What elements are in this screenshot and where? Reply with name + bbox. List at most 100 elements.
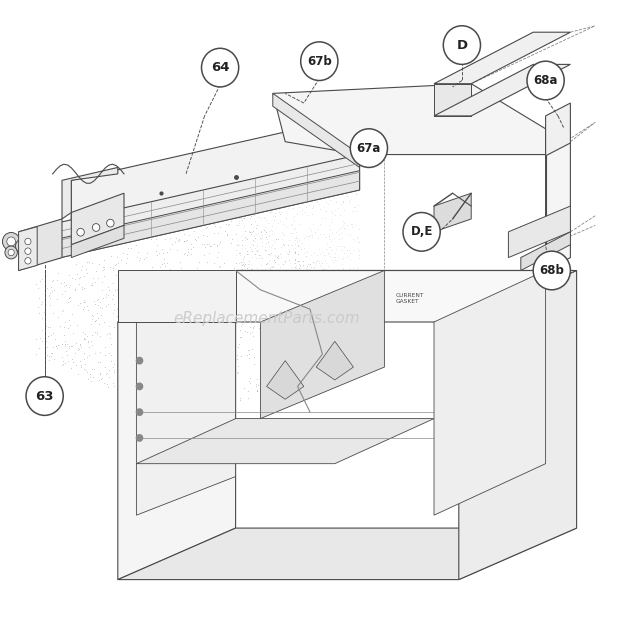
Point [79, 283, 89, 293]
Point [142, 307, 152, 317]
Point [81, 263, 91, 274]
Point [290, 242, 300, 252]
Point [226, 271, 236, 281]
Point [245, 378, 255, 388]
Point [264, 319, 274, 330]
Point [351, 187, 361, 198]
Point [186, 244, 196, 254]
Circle shape [527, 61, 564, 100]
Point [141, 278, 151, 289]
Point [277, 227, 286, 238]
Point [283, 180, 293, 190]
Point [329, 361, 339, 371]
Point [138, 368, 148, 379]
Point [292, 320, 302, 330]
Point [270, 249, 280, 260]
Point [337, 355, 347, 365]
Point [270, 243, 280, 253]
Point [239, 257, 249, 267]
Point [339, 196, 348, 206]
Point [326, 181, 336, 191]
Point [315, 220, 325, 230]
Point [134, 297, 144, 307]
Point [175, 370, 185, 380]
Point [109, 367, 119, 377]
Point [316, 359, 326, 370]
Point [258, 201, 268, 211]
Point [241, 281, 250, 292]
Point [305, 367, 315, 377]
Point [86, 319, 96, 329]
Point [247, 227, 257, 238]
Point [290, 254, 299, 265]
Point [138, 371, 148, 381]
Point [260, 189, 270, 200]
Point [166, 263, 175, 274]
Point [270, 211, 280, 221]
Point [289, 267, 299, 278]
Point [182, 281, 192, 291]
Point [250, 243, 260, 253]
Point [269, 267, 279, 277]
Point [307, 352, 317, 363]
Point [117, 342, 127, 352]
Point [252, 246, 262, 256]
Point [330, 248, 340, 258]
Point [331, 178, 341, 189]
Point [289, 196, 299, 206]
Point [226, 337, 236, 347]
Point [58, 359, 68, 369]
Point [135, 338, 145, 348]
Point [257, 236, 267, 247]
Point [95, 346, 105, 357]
Point [311, 343, 321, 353]
Point [228, 365, 238, 375]
Point [134, 255, 144, 265]
Point [272, 290, 282, 301]
Point [348, 315, 358, 325]
Point [79, 270, 89, 281]
Point [338, 263, 348, 273]
Point [250, 252, 260, 263]
Point [223, 283, 232, 293]
Point [135, 253, 145, 263]
Point [316, 290, 326, 301]
Point [164, 377, 174, 387]
Circle shape [202, 48, 239, 87]
Point [299, 276, 309, 287]
Point [175, 276, 185, 286]
Point [126, 305, 136, 315]
Point [180, 343, 190, 353]
Point [227, 234, 237, 244]
Point [58, 322, 68, 332]
Point [270, 256, 280, 267]
Point [88, 272, 98, 283]
Point [123, 294, 133, 304]
Point [302, 264, 312, 274]
Point [255, 232, 265, 243]
Point [290, 254, 300, 265]
Point [90, 299, 100, 309]
Point [92, 308, 102, 318]
Point [231, 198, 241, 208]
Point [336, 227, 346, 238]
Point [307, 336, 317, 346]
Point [342, 162, 352, 172]
Point [283, 381, 293, 391]
Point [162, 247, 172, 257]
Point [169, 351, 179, 361]
Point [100, 350, 110, 360]
Point [126, 290, 136, 300]
Point [175, 257, 185, 267]
Point [136, 325, 146, 336]
Point [233, 269, 243, 279]
Point [301, 276, 311, 286]
Point [155, 325, 165, 336]
Point [260, 343, 270, 353]
Point [337, 232, 347, 243]
Point [335, 210, 345, 220]
Point [247, 287, 257, 297]
Point [41, 336, 51, 346]
Point [252, 241, 262, 251]
Point [138, 333, 148, 343]
